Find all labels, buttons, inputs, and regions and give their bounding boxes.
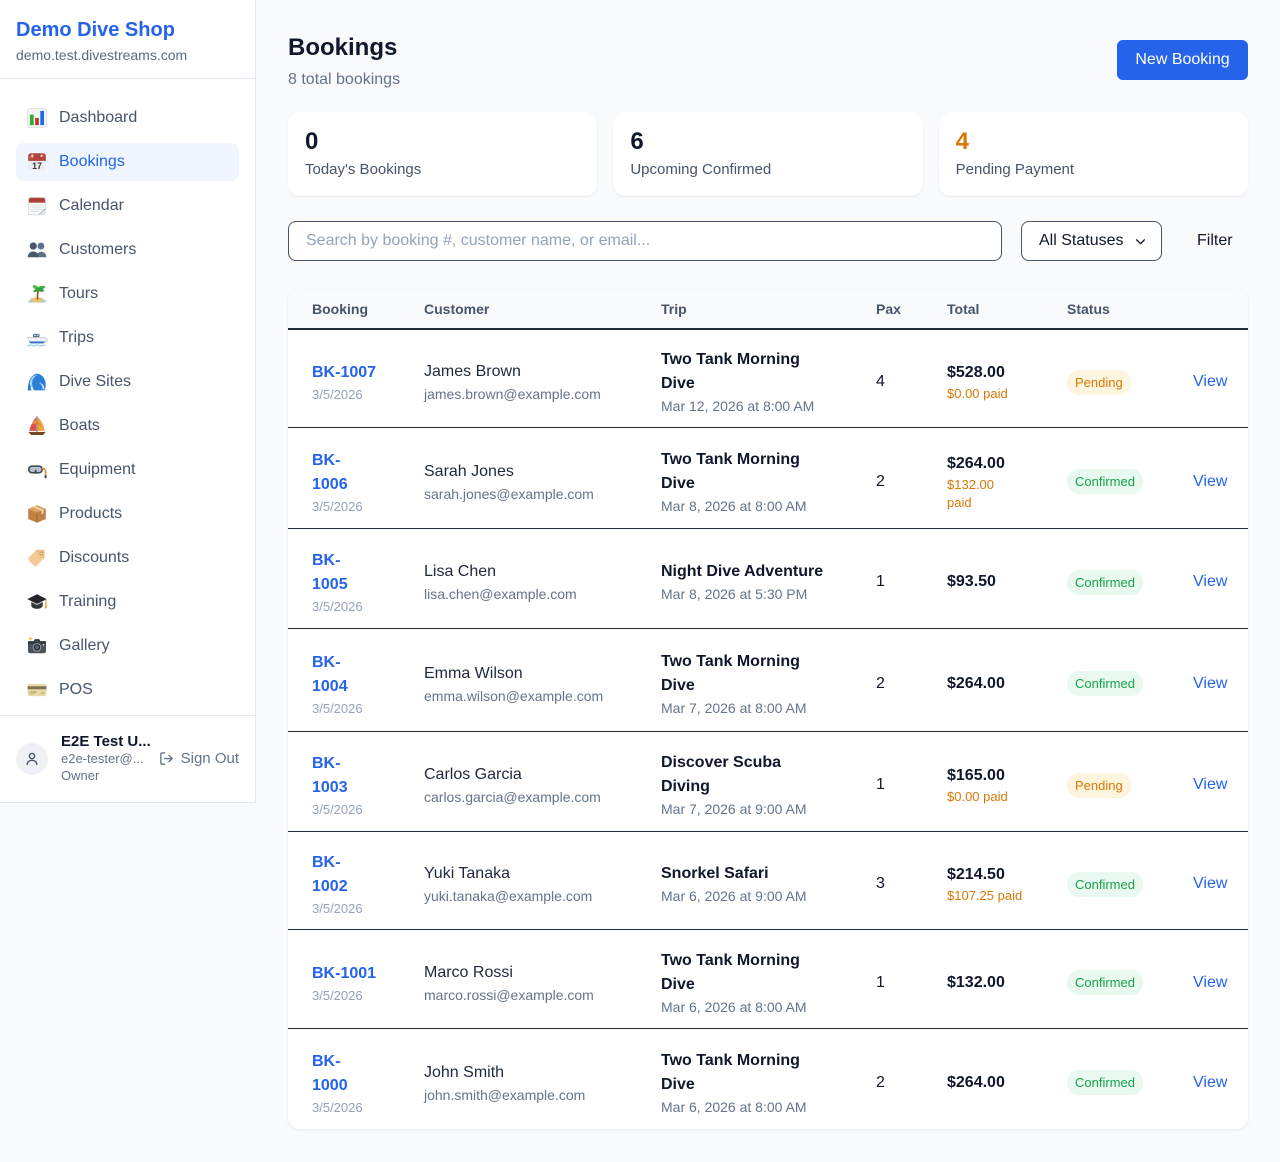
svg-text:17: 17 bbox=[32, 161, 42, 171]
